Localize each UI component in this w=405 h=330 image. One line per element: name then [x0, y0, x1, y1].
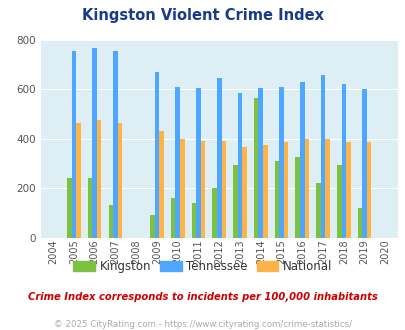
Bar: [97, 120, 101, 238]
Bar: [150, 215, 154, 238]
Bar: [253, 98, 258, 238]
Bar: [324, 139, 329, 238]
Bar: [262, 145, 267, 238]
Bar: [67, 178, 71, 238]
Bar: [320, 76, 324, 238]
Bar: [71, 51, 76, 238]
Bar: [242, 147, 246, 238]
Bar: [279, 86, 283, 238]
Bar: [212, 188, 216, 238]
Bar: [237, 93, 242, 238]
Bar: [304, 139, 309, 238]
Text: © 2025 CityRating.com - https://www.cityrating.com/crime-statistics/: © 2025 CityRating.com - https://www.city…: [54, 320, 351, 329]
Bar: [179, 139, 184, 238]
Bar: [200, 141, 205, 238]
Bar: [232, 165, 237, 238]
Text: Crime Index corresponds to incidents per 100,000 inhabitants: Crime Index corresponds to incidents per…: [28, 292, 377, 302]
Bar: [274, 161, 279, 238]
Text: Kingston Violent Crime Index: Kingston Violent Crime Index: [82, 8, 323, 23]
Bar: [113, 51, 117, 238]
Bar: [108, 205, 113, 238]
Bar: [154, 72, 159, 238]
Bar: [175, 86, 179, 238]
Bar: [341, 84, 345, 238]
Bar: [87, 178, 92, 238]
Bar: [336, 165, 341, 238]
Bar: [221, 141, 226, 238]
Bar: [159, 131, 163, 238]
Bar: [299, 82, 304, 238]
Bar: [345, 142, 350, 238]
Bar: [171, 198, 175, 238]
Bar: [76, 122, 81, 238]
Bar: [295, 157, 299, 238]
Bar: [216, 78, 221, 238]
Bar: [258, 88, 262, 238]
Bar: [191, 203, 196, 238]
Bar: [117, 122, 122, 238]
Bar: [92, 48, 97, 238]
Bar: [196, 88, 200, 238]
Bar: [362, 89, 366, 238]
Legend: Kingston, Tennessee, National: Kingston, Tennessee, National: [68, 255, 337, 278]
Bar: [357, 208, 362, 238]
Bar: [315, 183, 320, 238]
Bar: [366, 142, 371, 238]
Bar: [283, 142, 288, 238]
